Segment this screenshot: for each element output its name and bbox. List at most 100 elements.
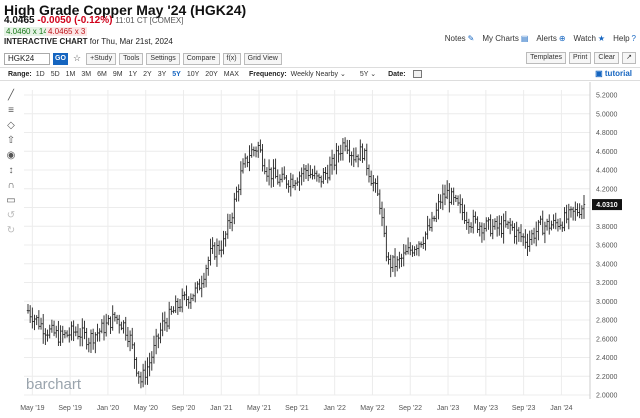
alerts-link[interactable]: Alerts ⊕ <box>536 34 566 43</box>
ohlc-bar <box>115 314 119 325</box>
lock-tool-icon[interactable]: ▭ <box>6 195 16 206</box>
range-5d[interactable]: 5D <box>50 70 60 78</box>
ohlc-bar <box>150 351 153 371</box>
ohlc-bar <box>306 163 310 182</box>
ohlc-bar <box>241 158 245 174</box>
magnet-tool-icon[interactable]: ∩ <box>7 180 15 191</box>
ohlc-bar <box>52 320 56 337</box>
compare-button[interactable]: Compare <box>182 52 220 65</box>
range-1y[interactable]: 1Y <box>128 70 138 78</box>
ohlc-bar <box>122 320 125 334</box>
ohlc-bar <box>548 214 551 235</box>
ohlc-bar <box>31 307 34 329</box>
redo-tool-icon[interactable]: ↻ <box>6 225 16 236</box>
help-link[interactable]: Help? <box>613 34 636 43</box>
function-button[interactable]: f(x) <box>222 52 241 65</box>
ohlc-bar <box>74 326 77 337</box>
ohlc-bar <box>337 145 340 163</box>
ohlc-bar <box>363 148 366 161</box>
range-label: Range: <box>8 70 32 78</box>
ohlc-bar <box>217 240 221 255</box>
ohlc-bar <box>65 330 69 338</box>
y-tick-label: 3.2000 <box>596 280 618 287</box>
tools-button[interactable]: Tools <box>119 52 144 65</box>
frequency-select[interactable]: Weekly Nearby ⌄ <box>290 71 346 78</box>
y-tick-label: 3.0000 <box>596 299 618 306</box>
ohlc-bar <box>563 207 566 232</box>
range-5y[interactable]: 5Y <box>172 70 181 78</box>
ohlc-bar <box>504 211 508 228</box>
range-max[interactable]: MAX <box>223 70 239 78</box>
ohlc-bar <box>576 203 579 217</box>
calendar-icon[interactable] <box>412 70 422 78</box>
ohlc-bar <box>55 325 58 338</box>
tutorial-link[interactable]: ▣ tutorial <box>595 69 632 78</box>
ohlc-bar <box>554 212 557 230</box>
ohlc-bar <box>246 155 249 168</box>
y-tick-label: 3.8000 <box>596 224 618 231</box>
symbol-input[interactable]: HGK24 <box>4 52 50 65</box>
ohlc-bar <box>61 325 64 343</box>
ohlc-bar <box>550 220 553 231</box>
range-6m[interactable]: 6M <box>97 70 107 78</box>
ohlc-bar <box>469 222 473 233</box>
ohlc-bar <box>298 171 301 191</box>
settings-button[interactable]: Settings <box>146 52 180 65</box>
my-charts-icon: ▤ <box>520 34 529 43</box>
ohlc-bar <box>489 214 492 237</box>
shape-tool-icon[interactable]: ◇ <box>7 120 15 131</box>
my-charts-link[interactable]: My Charts ▤ <box>482 34 529 43</box>
y-tick-label: 4.6000 <box>596 149 618 156</box>
ohlc-bar <box>341 138 345 161</box>
bid-quote: 4.0460 x 14 <box>4 27 50 36</box>
templates-button[interactable]: Templates <box>526 52 566 64</box>
ohlc-bar <box>535 221 538 247</box>
ohlc-bar <box>185 285 188 307</box>
undo-tool-icon[interactable]: ↺ <box>6 210 16 221</box>
range-20y[interactable]: 20Y <box>205 70 218 78</box>
ohlc-bar <box>198 278 201 291</box>
range-3y[interactable]: 3Y <box>157 70 167 78</box>
y-tick-label: 4.8000 <box>596 130 618 137</box>
notes-link[interactable]: Notes ✎ <box>444 34 475 43</box>
y-tick-label: 2.6000 <box>596 336 618 343</box>
fib-tool-icon[interactable]: ≡ <box>8 105 14 116</box>
ohlc-bar <box>515 221 518 245</box>
ohlc-bar <box>530 229 534 246</box>
measure-tool-icon[interactable]: ↕ <box>8 165 14 176</box>
ohlc-bar <box>571 206 575 221</box>
favorite-star-icon[interactable]: ☆ <box>73 53 82 63</box>
line-tool-icon[interactable]: ╱ <box>7 90 15 101</box>
print-button[interactable]: Print <box>568 52 592 64</box>
clear-button[interactable]: Clear <box>594 52 620 64</box>
grid-view-button[interactable]: Grid View <box>243 52 282 65</box>
range-3m[interactable]: 3M <box>81 70 92 78</box>
expand-button[interactable]: ↗ <box>622 52 636 64</box>
arrow-tool-icon[interactable]: ⇧ <box>6 135 16 146</box>
go-button[interactable]: GO <box>53 52 68 65</box>
chart-actions: Templates Print Clear ↗ <box>526 52 636 64</box>
ohlc-bar <box>474 211 477 224</box>
y-tick-label: 2.0000 <box>596 393 618 400</box>
ohlc-bar <box>350 151 353 166</box>
range-1m[interactable]: 1M <box>65 70 76 78</box>
ohlc-bar <box>148 352 151 377</box>
watch-link[interactable]: Watch ★ <box>573 34 606 43</box>
x-tick-label: Jan '20 <box>97 405 119 412</box>
ohlc-bar <box>207 256 210 276</box>
range-1d[interactable]: 1D <box>35 70 45 78</box>
ohlc-bar <box>511 220 514 231</box>
tutorial-icon: ▣ <box>595 69 603 78</box>
ohlc-bar <box>176 298 180 315</box>
chart-date-label: INTERACTIVE CHART for Thu, Mar 21st, 202… <box>4 37 173 46</box>
ohlc-bar <box>137 371 140 384</box>
ohlc-bar <box>237 184 240 202</box>
study-button[interactable]: +Study <box>86 52 117 65</box>
eye-tool-icon[interactable]: ◉ <box>6 150 16 161</box>
period-select[interactable]: 5Y ⌄ <box>359 71 377 78</box>
range-9m[interactable]: 9M <box>112 70 123 78</box>
notes-icon: ✎ <box>467 34 475 43</box>
range-2y[interactable]: 2Y <box>143 70 152 78</box>
range-10y[interactable]: 10Y <box>186 70 200 78</box>
